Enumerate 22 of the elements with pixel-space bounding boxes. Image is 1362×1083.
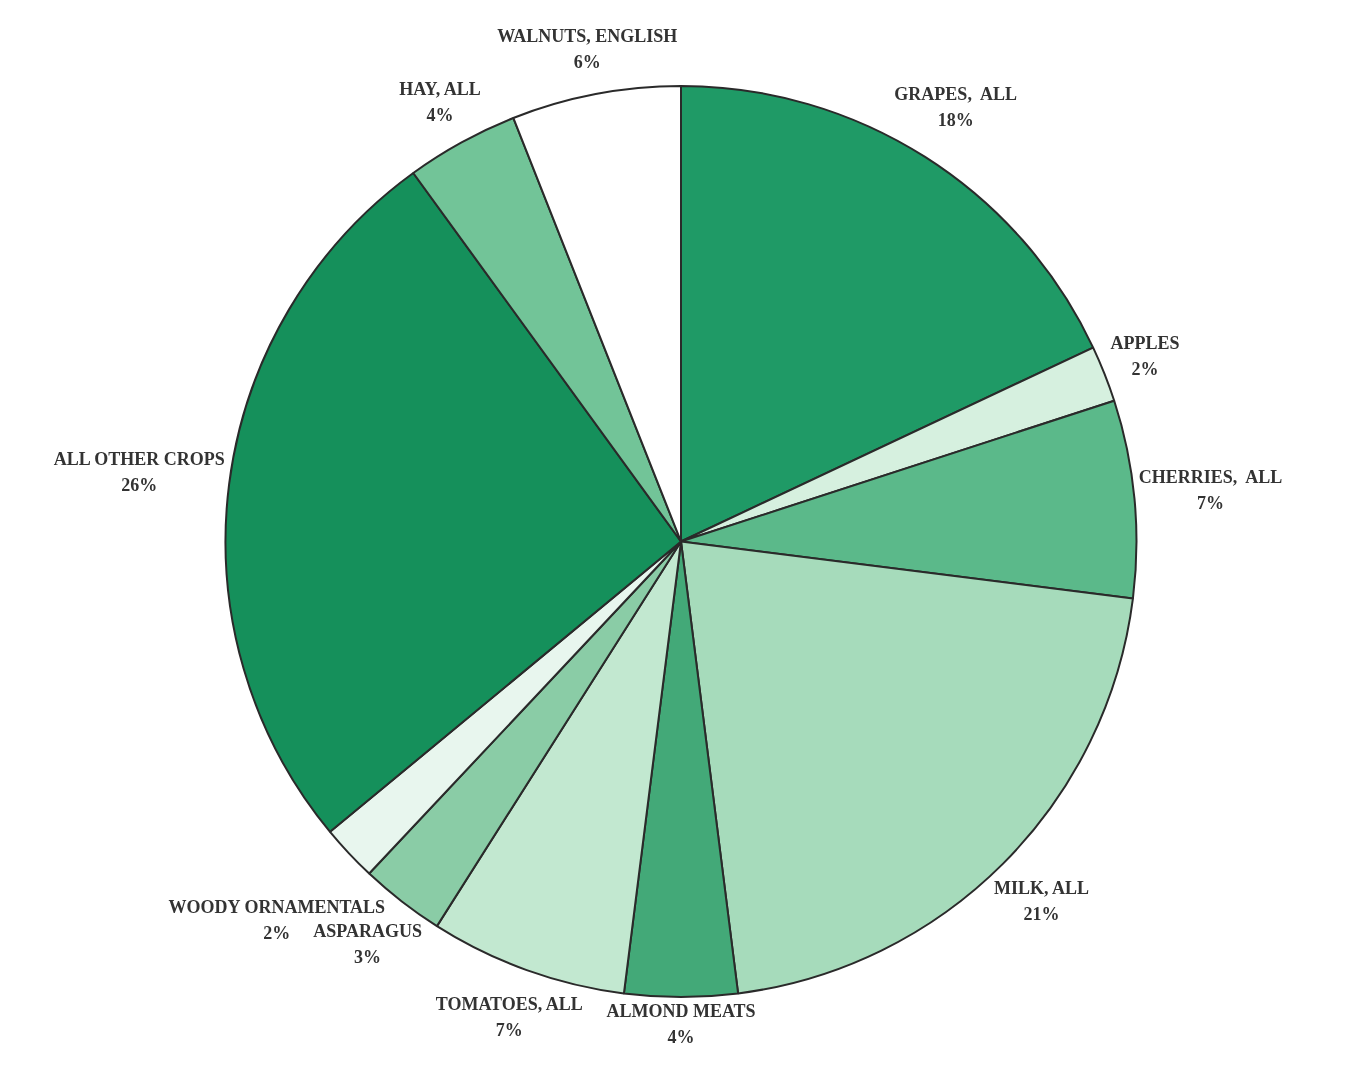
slice-label: MILK, ALL	[993, 877, 1090, 898]
data-label: 4%	[426, 104, 454, 125]
data-label: 21%	[1023, 903, 1060, 924]
data-label: 6%	[573, 52, 601, 73]
slice-label: ALL OTHER CROPS	[53, 448, 225, 469]
data-label: 2%	[1131, 359, 1159, 380]
data-label: 7%	[495, 1020, 523, 1041]
slice-label: ALMOND MEATS	[606, 1000, 756, 1021]
data-label: 4%	[667, 1026, 695, 1047]
slice-label: CHERRIES, ALL	[1138, 467, 1283, 488]
slice-label: WALNUTS, ENGLISH	[497, 26, 678, 47]
slice-label: APPLES	[1110, 333, 1180, 354]
slice-label: WOODY ORNAMENTALS	[168, 896, 386, 917]
data-label: 3%	[354, 947, 382, 968]
slice-label: GRAPES, ALL	[894, 84, 1017, 105]
data-label: 2%	[263, 922, 291, 943]
slice-label: TOMATOES, ALL	[435, 994, 583, 1015]
data-label: 7%	[1197, 493, 1225, 514]
data-label: 18%	[937, 110, 974, 131]
slice-label: ASPARAGUS	[313, 921, 422, 942]
data-label: 26%	[121, 474, 158, 495]
slice-label: HAY, ALL	[399, 78, 481, 99]
